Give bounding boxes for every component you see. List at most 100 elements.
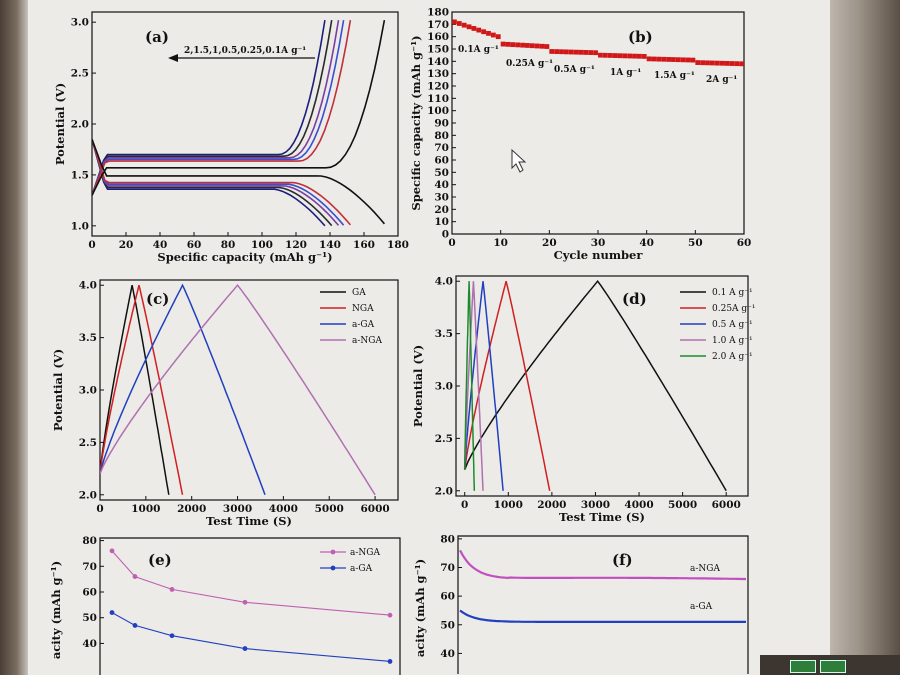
legend-label: 0.5 A g⁻¹ (712, 320, 753, 330)
taskbar-button[interactable] (790, 660, 816, 673)
capacity-point (461, 22, 467, 28)
capacity-point (520, 42, 525, 48)
series-group-d (463, 279, 727, 492)
x-tick-label: 120 (285, 239, 307, 251)
capacity-point (495, 34, 501, 40)
legend-label: a-NGA (352, 336, 382, 346)
y-tick-label: 80 (434, 130, 449, 142)
rate-annotation: 2,1.5,1,0.5,0.25,0.1A g⁻¹ (184, 46, 306, 56)
panel-label-a: (a) (145, 28, 169, 46)
series-label: a-GA (690, 602, 713, 612)
capacity-point (525, 43, 530, 48)
legend-label: NGA (352, 304, 374, 314)
capacity-point (568, 49, 574, 55)
y-tick-label: 80 (82, 535, 97, 547)
y-tick-label: 2.5 (71, 68, 89, 80)
y-tick-label: 50 (82, 612, 97, 624)
y-tick-label: 50 (440, 619, 455, 631)
y-tick-label: 2.5 (435, 433, 453, 445)
capacity-point (729, 61, 735, 66)
y-tick-label: 70 (440, 562, 455, 574)
discharge-curve-2 (92, 139, 340, 226)
x-tick-label: 160 (353, 239, 375, 251)
capacity-point (714, 60, 720, 66)
capacity-point (486, 30, 491, 36)
panel-label-e: (e) (148, 551, 172, 569)
capacity-point (661, 56, 667, 62)
x-tick-label: 4000 (624, 499, 653, 511)
legend-label: a-NGA (350, 548, 380, 558)
x-axis-label: Specific capacity (mAh g⁻¹) (157, 250, 332, 264)
capacity-point (593, 50, 598, 56)
capacity-point (544, 44, 550, 49)
capacity-point (563, 49, 569, 55)
y-tick-label: 130 (427, 68, 449, 80)
legend-marker (330, 549, 336, 555)
capacity-point (539, 43, 545, 49)
charge-curve-1 (92, 19, 333, 196)
charge-curve-2 (92, 19, 340, 196)
charge-curve-4 (92, 19, 352, 196)
y-tick-label: 4.0 (435, 276, 453, 288)
x-tick-label: 0 (448, 237, 455, 249)
x-tick-label: 60 (737, 237, 752, 249)
plot-frame-f (457, 535, 749, 674)
rate-point (132, 623, 138, 628)
capacity-point (578, 49, 584, 55)
capacity-point (607, 53, 613, 58)
capacity-point (529, 43, 535, 49)
taskbar (760, 655, 900, 675)
y-tick-label: 3.5 (435, 328, 453, 340)
series-label: a-NGA (690, 564, 720, 574)
discharge-curve-5 (92, 139, 386, 225)
rate-point (169, 633, 175, 639)
y-tick-label: 1.0 (71, 220, 89, 232)
capacity-point (515, 42, 521, 48)
y-tick-label: 3.0 (79, 385, 97, 397)
panel-label-c: (c) (146, 290, 169, 308)
capacity-point (739, 61, 744, 67)
capacity-point (646, 56, 652, 62)
capacity-point (583, 50, 589, 55)
capacity-point (671, 57, 676, 62)
y-tick-label: 70 (82, 561, 97, 573)
capacity-point (690, 57, 696, 63)
capacity-point (700, 60, 706, 66)
photo-left-edge (0, 0, 28, 675)
rate-point (387, 612, 393, 618)
charge-curve-3 (92, 19, 345, 196)
capacity-point (490, 32, 496, 38)
capacity-point (622, 53, 628, 59)
y-tick-label: 120 (427, 81, 449, 93)
y-axis-label: Potential (V) (411, 345, 425, 427)
y-tick-label: 80 (440, 533, 455, 545)
y-tick-label: 3.5 (79, 332, 97, 344)
y-tick-label: 3.0 (71, 17, 89, 29)
capacity-point (466, 24, 472, 30)
x-tick-label: 2000 (537, 499, 566, 511)
capacity-point (695, 60, 701, 65)
y-tick-label: 20 (434, 204, 449, 216)
capacity-point (573, 49, 579, 55)
x-tick-label: 40 (639, 237, 654, 249)
x-tick-label: 100 (251, 239, 273, 251)
y-tick-label: 0 (442, 229, 449, 241)
taskbar-button[interactable] (820, 660, 846, 673)
capacity-point (549, 49, 555, 54)
y-axis-label: acity (mAh g⁻¹) (413, 559, 427, 657)
capacity-point (641, 54, 647, 59)
y-tick-label: 30 (434, 192, 449, 204)
y-axis-label: Potential (V) (51, 349, 65, 431)
plot-frame-e (99, 537, 401, 675)
discharge-curve-0 (92, 139, 326, 227)
rate-point (109, 548, 115, 554)
y-tick-label: 1.5 (71, 169, 89, 181)
rate-point (242, 646, 248, 651)
capacity-point (632, 53, 637, 59)
capacity-point (481, 29, 487, 35)
gcd-curve-2 (463, 281, 504, 491)
x-axis-label: Cycle number (554, 248, 644, 262)
mouse-cursor-icon (511, 148, 527, 173)
capacity-point (505, 41, 511, 47)
x-tick-label: 40 (153, 239, 168, 251)
